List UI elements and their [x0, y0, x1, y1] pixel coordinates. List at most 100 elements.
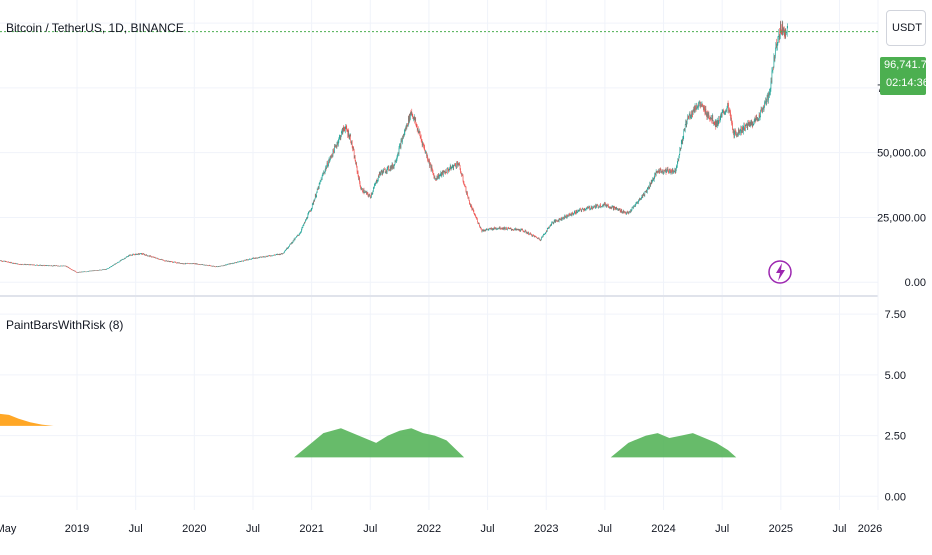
candle-body: [68, 267, 69, 268]
time-tick-label: Jul: [246, 523, 260, 535]
candle-body: [607, 205, 608, 206]
candle-body: [77, 272, 78, 273]
candle-body: [220, 266, 221, 267]
candle-body: [205, 265, 206, 266]
lightning-icon[interactable]: [769, 261, 791, 283]
candle-body: [581, 209, 582, 210]
candle-body: [357, 166, 358, 171]
candle-body: [745, 125, 746, 131]
candle-body: [416, 125, 417, 126]
candle-body: [9, 262, 10, 263]
candle-body: [766, 102, 767, 105]
time-tick-label: Jul: [129, 523, 143, 535]
candle-body: [356, 163, 357, 164]
candle-body: [501, 228, 502, 229]
candle-body: [719, 121, 720, 122]
candle-body: [616, 208, 617, 210]
candle-body: [552, 222, 553, 223]
candle-body: [166, 261, 167, 262]
candle-body: [677, 166, 678, 168]
candle-body: [268, 256, 269, 257]
candle-body: [630, 211, 631, 213]
candle-body: [690, 117, 691, 118]
candle-body: [124, 258, 125, 259]
candle-body: [691, 111, 692, 116]
candle-body: [512, 230, 513, 231]
candle-body: [486, 229, 487, 230]
candle-body: [50, 266, 51, 267]
candle-body: [508, 228, 509, 229]
candle-body: [536, 236, 537, 237]
candle-body: [192, 263, 193, 264]
candle-body: [91, 271, 92, 272]
candle-body: [298, 235, 299, 236]
candle-body: [41, 265, 42, 266]
candle-body: [774, 57, 775, 61]
candle-body: [402, 138, 403, 142]
candle-body: [766, 101, 767, 105]
candle-body: [765, 102, 766, 103]
candle-body: [407, 123, 408, 126]
candle-body: [626, 213, 627, 214]
candle-body: [225, 265, 226, 266]
candle-body: [752, 122, 753, 124]
candle-body: [782, 25, 783, 34]
candle-body: [281, 253, 282, 254]
indicator-title[interactable]: PaintBarsWithRisk (8): [6, 318, 123, 332]
candle-body: [707, 113, 708, 116]
candle-body: [46, 265, 47, 266]
candle-body: [259, 257, 260, 258]
candle-body: [44, 265, 45, 266]
candle-body: [729, 110, 730, 111]
candle-body: [47, 265, 48, 266]
currency-button[interactable]: USDT: [886, 10, 926, 46]
candle-body: [26, 264, 27, 265]
candle-body: [520, 229, 521, 231]
candle-body: [423, 143, 424, 144]
candle-body: [483, 231, 484, 232]
candle-body: [488, 229, 489, 230]
candle-body: [656, 171, 657, 176]
candle-body: [597, 205, 598, 206]
candle-body: [192, 263, 193, 264]
candle-body: [458, 163, 459, 166]
candle-body: [719, 117, 720, 120]
candle-body: [330, 156, 331, 159]
candle-body: [280, 254, 281, 255]
candle-body: [602, 206, 603, 207]
candle-body: [282, 254, 283, 255]
candle-body: [18, 264, 19, 265]
candle-body: [337, 142, 338, 144]
candle-body: [335, 146, 336, 147]
candle-body: [61, 266, 62, 267]
candle-body: [620, 209, 621, 211]
candle-body: [463, 176, 464, 181]
candle-body: [706, 109, 707, 115]
candle-body: [28, 265, 29, 266]
candle-body: [32, 264, 33, 265]
candle-body: [614, 207, 615, 208]
candle-body: [297, 236, 298, 237]
candle-body: [764, 107, 765, 110]
candle-body: [744, 125, 745, 127]
candle-body: [431, 164, 432, 169]
candle-body: [725, 112, 726, 113]
candle-body: [39, 265, 40, 266]
candle-body: [392, 164, 393, 168]
candle-body: [21, 265, 22, 266]
candle-body: [188, 263, 189, 264]
candle-body: [103, 269, 104, 270]
symbol-title[interactable]: Bitcoin / TetherUS, 1D, BINANCE: [6, 21, 184, 35]
candle-body: [728, 103, 729, 105]
candle-body: [524, 232, 525, 233]
candle-body: [773, 67, 774, 70]
candle-body: [296, 236, 297, 237]
candle-body: [310, 211, 311, 212]
candle-body: [397, 157, 398, 160]
candle-body: [228, 264, 229, 265]
candle-body: [619, 209, 620, 210]
candle-body: [111, 267, 112, 268]
candle-body: [772, 70, 773, 71]
candle-body: [764, 103, 765, 107]
